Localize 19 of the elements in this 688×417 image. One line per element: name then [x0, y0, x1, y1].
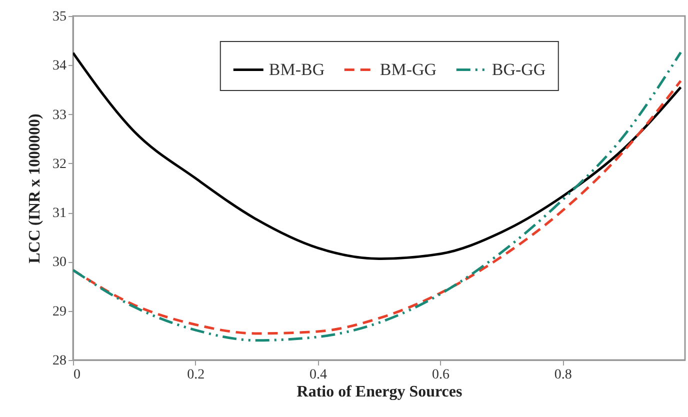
y-tick-label: 29 — [52, 304, 66, 320]
x-tick-label: 0.4 — [310, 368, 328, 382]
legend-label: BG-GG — [492, 60, 546, 79]
legend-label: BM-BG — [268, 60, 325, 79]
y-tick-label: 32 — [52, 156, 66, 172]
y-axis-title: LCC (INR x 1000000) — [26, 114, 44, 264]
y-tick-label: 30 — [52, 255, 66, 270]
y-tick-label: 34 — [52, 58, 66, 74]
x-tick-label: 0.8 — [554, 368, 572, 382]
y-tick-label: 28 — [52, 354, 66, 368]
legend-label: BM-GG — [380, 60, 437, 79]
y-tick-label: 31 — [52, 206, 66, 222]
x-axis-title: Ratio of Energy Sources — [296, 384, 462, 400]
line-series — [73, 52, 682, 260]
x-tick-label: 0.6 — [432, 368, 450, 382]
y-tick-label: 35 — [52, 10, 66, 24]
x-tick-label: 0 — [74, 368, 80, 382]
x-tick-label: 0.2 — [187, 368, 205, 382]
y-tick-label: 33 — [52, 108, 66, 123]
